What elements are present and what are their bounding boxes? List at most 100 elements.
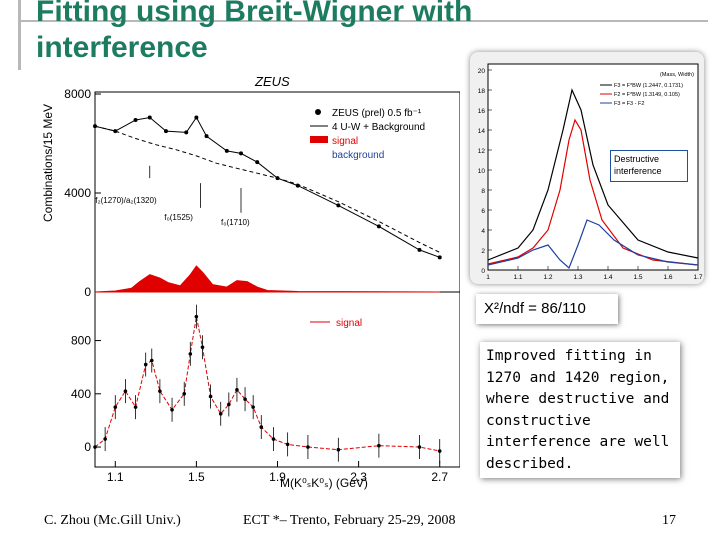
- destructive-interference-callout: Destructive interference: [610, 150, 688, 182]
- data-point: [377, 443, 381, 448]
- legend-label: background: [332, 150, 384, 161]
- lower-xtick-label: 2.7: [431, 470, 448, 484]
- fit-line: [94, 116, 440, 258]
- lower-xtick-label: 1.5: [188, 470, 205, 484]
- data-point: [170, 407, 174, 412]
- data-point: [251, 405, 255, 409]
- inset-curve: [487, 118, 699, 266]
- lower-ytick-label: 800: [71, 334, 91, 348]
- inset-xtick-label: 1: [486, 274, 490, 281]
- lower-xtick-label: 1.1: [107, 470, 124, 484]
- upper-marks: 8000 4000 0 f₂(1270)/a₂(1320) f₀(1525) f₀(171…: [64, 87, 442, 299]
- data-point: [306, 445, 310, 449]
- data-point: [158, 389, 162, 393]
- inset-ytick-label: 6: [481, 208, 485, 215]
- data-point: [295, 183, 300, 188]
- data-point: [113, 129, 118, 134]
- data-point: [218, 411, 223, 416]
- inset-ytick-label: 16: [478, 108, 486, 115]
- data-point: [224, 148, 229, 153]
- footer-event: ECT *– Trento, February 25-29, 2008: [243, 513, 456, 528]
- inset-legend-label: F2 = F*BW (1.3149, 0.105): [614, 92, 680, 98]
- inset-ytick-label: 8: [481, 188, 485, 195]
- data-point: [437, 255, 442, 260]
- data-point: [336, 203, 341, 208]
- legend-marker-data: [315, 109, 321, 115]
- inset-ytick-label: 18: [478, 88, 486, 95]
- lower-ytick-label: 0: [84, 440, 91, 454]
- data-point: [417, 247, 422, 252]
- inset-ytick-label: 0: [481, 268, 485, 275]
- data-point: [204, 134, 209, 139]
- upper-ylabel: Combinations/15 MeV: [41, 104, 55, 222]
- data-point: [194, 314, 199, 319]
- slide-title: Fitting using Breit-Wigner with interfer…: [36, 0, 473, 64]
- data-point: [93, 124, 97, 129]
- inset-ytick-label: 12: [478, 148, 486, 155]
- data-point: [188, 352, 193, 356]
- inset-legend-label: F3 = F3 - F2: [614, 101, 644, 107]
- inset-xtick-label: 1.1: [513, 274, 522, 281]
- inset-ytick-label: 14: [478, 128, 486, 135]
- peak-annotation: f₀(1710): [221, 218, 250, 227]
- lower-xlabel: M(K⁰ₛK⁰ₛ) (GeV): [280, 476, 368, 490]
- chi2-label: X²/ndf = 86/110: [476, 294, 618, 324]
- data-point: [255, 160, 260, 165]
- zeus-plot-svg: ZEUS Combinations/15 MeV M(K⁰ₛK⁰ₛ) (GeV)…: [41, 74, 461, 490]
- inset-xtick-label: 1.7: [693, 274, 702, 281]
- inset-xtick-label: 1.2: [543, 274, 552, 281]
- data-point: [208, 394, 213, 399]
- fit-note: Improved fitting in 1270 and 1420 region…: [480, 342, 680, 478]
- inset-curve: [487, 88, 699, 261]
- inset-ytick-label: 2: [481, 248, 485, 255]
- data-point: [163, 129, 168, 134]
- lower-xtick-label: 1.9: [269, 470, 286, 484]
- data-point: [243, 397, 247, 401]
- data-point: [184, 130, 189, 135]
- inset-ytick-label: 20: [478, 68, 486, 75]
- data-point: [93, 445, 97, 449]
- data-point: [376, 224, 381, 229]
- data-point: [103, 437, 107, 441]
- data-point: [239, 151, 243, 156]
- data-point: [235, 388, 239, 392]
- inset-xtick-label: 1.4: [603, 274, 612, 281]
- data-point: [113, 405, 118, 409]
- data-point: [259, 425, 264, 429]
- legend-label: signal: [332, 136, 358, 147]
- upper-ytick-label: 8000: [64, 87, 91, 101]
- legend-label: ZEUS (prel) 0.5 fb⁻¹: [332, 108, 422, 119]
- peak-annotation: f₂(1270)/a₂(1320): [95, 196, 157, 205]
- lower-ytick-label: 400: [71, 387, 91, 401]
- inset-xtick-label: 1.3: [573, 274, 582, 281]
- legend-label: signal: [336, 318, 362, 329]
- inset-ytick-label: 4: [481, 228, 485, 235]
- page-number: 17: [662, 513, 676, 528]
- inset-legend-header: (Mass, Width): [660, 72, 694, 78]
- data-point: [147, 115, 152, 120]
- legend-marker-signal: [310, 136, 328, 143]
- data-point: [200, 345, 205, 350]
- background-line: [94, 125, 440, 253]
- inset-curve: [487, 219, 699, 270]
- inset-xtick-label: 1.5: [633, 274, 642, 281]
- data-point: [123, 389, 128, 393]
- data-point: [182, 392, 187, 396]
- data-point: [271, 437, 276, 441]
- signal-fit-line: [94, 316, 440, 452]
- data-point: [227, 402, 231, 407]
- data-point: [417, 445, 422, 449]
- inset-legend-label: F3 = F*BW (1.2447, 0.1731): [614, 83, 683, 89]
- data-point: [133, 405, 138, 409]
- signal-area: [94, 265, 440, 293]
- data-point: [194, 115, 199, 120]
- legend-label: 4 U-W + Background: [332, 122, 425, 133]
- peak-annotation: f₀(1525): [164, 213, 193, 222]
- inset-xtick-label: 1.6: [663, 274, 672, 281]
- lower-marks: 800 400 0 1.1 1.5 1.9 2.3 2.7 signal: [71, 304, 448, 484]
- upper-title: ZEUS: [254, 74, 290, 89]
- title-accent-bar: [18, 0, 21, 70]
- data-point: [275, 176, 280, 181]
- upper-ytick-label: 0: [84, 285, 91, 299]
- zeus-plot: ZEUS Combinations/15 MeV M(K⁰ₛK⁰ₛ) (GeV)…: [40, 72, 461, 492]
